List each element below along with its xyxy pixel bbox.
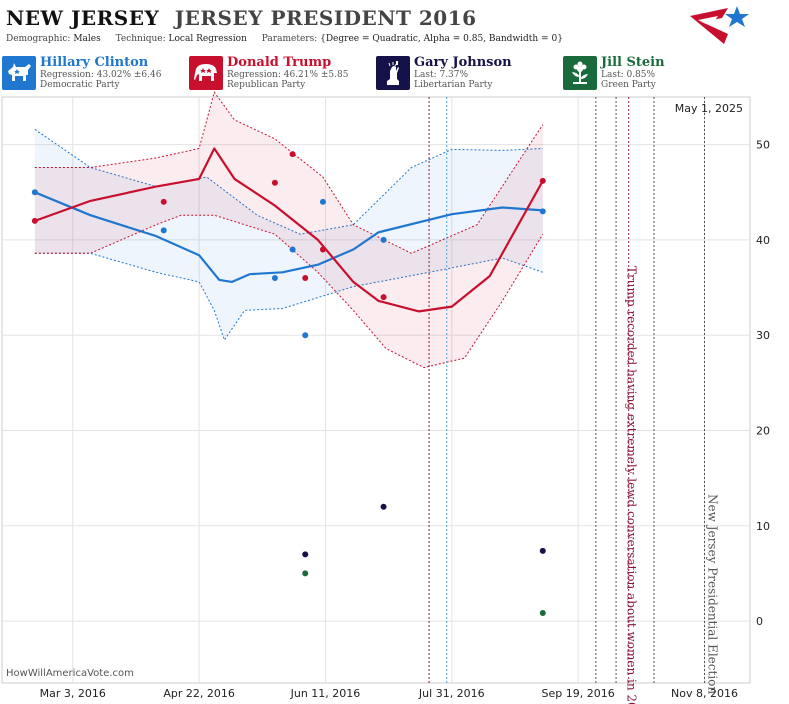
technique-value: Local Regression	[168, 34, 247, 44]
poll-point	[319, 246, 326, 253]
poll-point	[302, 551, 309, 558]
candidate-party: Libertarian Party	[414, 80, 493, 90]
candidate-name: Gary Johnson	[414, 55, 512, 70]
page-title: NEW JERSEY JERSEY PRESIDENT 2016	[6, 6, 477, 30]
band-upper-line	[34, 91, 544, 254]
candidate-party: Republican Party	[227, 80, 306, 90]
x-tick-label: Mar 3, 2016	[40, 687, 106, 700]
elephant-icon	[189, 56, 223, 90]
band-lower-line	[34, 214, 544, 369]
flower-icon	[563, 56, 597, 90]
poll-point	[160, 227, 167, 234]
candidate-card-johnson[interactable]: Gary Johnson Last: 7.37% Libertarian Par…	[376, 55, 562, 93]
candidate-party: Democratic Party	[40, 80, 120, 90]
y-tick-label: 0	[756, 615, 763, 628]
candidate-card-trump[interactable]: Donald Trump Regression: 46.21% ±5.85 Re…	[189, 55, 375, 93]
annotations: Trump recorded having extremely lewd con…	[625, 266, 720, 704]
confidence-band	[34, 92, 543, 368]
candidate-stat: Regression: 43.02% ±6.46	[40, 70, 162, 80]
x-tick-label: Apr 22, 2016	[163, 687, 235, 700]
parameters-label: Parameters:	[261, 34, 318, 44]
poll-point	[539, 208, 546, 215]
plot-frame	[1, 96, 751, 684]
y-tick-label: 50	[756, 139, 770, 152]
y-tick-label: 20	[756, 424, 770, 437]
demographic-value: Males	[73, 34, 101, 44]
candidate-stat: Last: 7.37%	[414, 70, 469, 80]
band-lower-line	[34, 252, 543, 342]
candidate-party: Green Party	[601, 80, 656, 90]
statue-of-liberty-icon	[376, 56, 410, 90]
x-tick-label: Jun 11, 2016	[290, 687, 361, 700]
poll-point	[302, 275, 309, 282]
poll-point	[380, 294, 387, 301]
flag-logo-icon	[690, 6, 749, 44]
poll-point	[271, 179, 278, 186]
poll-point	[289, 151, 296, 158]
poll-point	[539, 547, 546, 554]
parameters-line: Demographic: Males Technique: Local Regr…	[6, 34, 575, 44]
candidate-name: Jill Stein	[601, 55, 665, 70]
band-upper-line	[34, 128, 543, 235]
race-title: JERSEY PRESIDENT 2016	[174, 6, 477, 30]
candidate-stat: Last: 0.85%	[601, 70, 656, 80]
poll-point	[271, 275, 278, 282]
candidate-stat: Regression: 46.21% ±5.85	[227, 70, 349, 80]
donkey-icon	[2, 56, 36, 90]
x-axis-ticks: Mar 3, 2016 Apr 22, 2016 Jun 11, 2016 Jul 3…	[40, 687, 738, 700]
poll-point	[302, 570, 309, 577]
poll-point	[31, 217, 38, 224]
y-tick-label: 10	[756, 520, 770, 533]
gridlines	[2, 97, 750, 683]
y-axis-ticks: 0 10 20 30 40 50	[756, 139, 770, 628]
candidate-name: Donald Trump	[227, 55, 332, 70]
confidence-band	[34, 129, 543, 340]
trend-line	[34, 191, 543, 283]
poll-point	[380, 503, 387, 510]
confidence-bands	[34, 91, 544, 369]
parameters-value: {Degree = Quadratic, Alpha = 0.85, Bandw…	[320, 34, 563, 44]
poll-point	[380, 236, 387, 243]
annotation-text: New Jersey Presidential Election	[706, 494, 720, 694]
poll-points	[31, 151, 546, 616]
y-tick-label: 40	[756, 234, 770, 247]
event-markers	[428, 97, 706, 683]
candidate-card-clinton[interactable]: Hillary Clinton Regression: 43.02% ±6.46…	[2, 55, 188, 93]
x-tick-label: Sep 19, 2016	[542, 687, 615, 700]
trend-line	[34, 147, 544, 313]
demographic-label: Demographic:	[6, 34, 71, 44]
poll-point	[31, 189, 38, 196]
poll-point	[160, 198, 167, 205]
annotation-text: Trump recorded having extremely lewd con…	[625, 266, 639, 704]
chart-date-label: May 1, 2025	[675, 102, 743, 115]
poll-point	[289, 246, 296, 253]
poll-point	[319, 198, 326, 205]
candidate-card-stein[interactable]: Jill Stein Last: 0.85% Green Party	[563, 55, 749, 93]
state-title: NEW JERSEY	[6, 6, 160, 30]
poll-point	[539, 609, 546, 616]
x-tick-label: Nov 8, 2016	[671, 687, 738, 700]
source-credit: HowWillAmericaVote.com	[6, 668, 134, 679]
poll-point	[302, 332, 309, 339]
trend-lines	[34, 147, 544, 313]
x-tick-label: Jul 31, 2016	[418, 687, 485, 700]
candidate-name: Hillary Clinton	[40, 55, 149, 70]
technique-label: Technique:	[115, 34, 166, 44]
y-tick-label: 30	[756, 329, 770, 342]
poll-point	[539, 177, 546, 184]
